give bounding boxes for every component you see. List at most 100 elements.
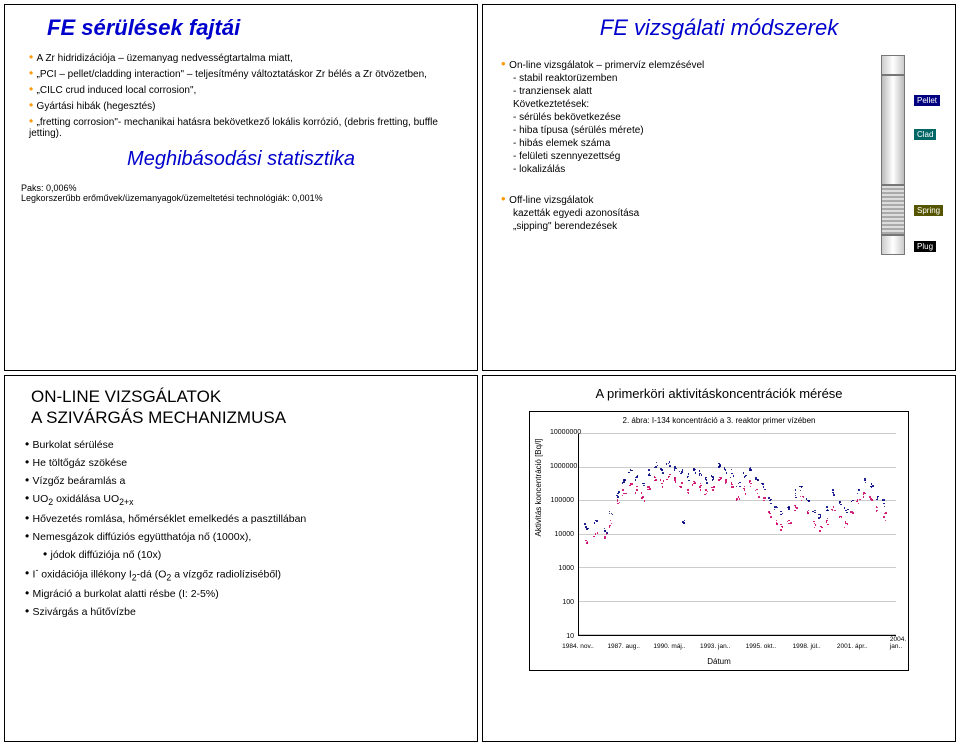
data-point bbox=[647, 489, 649, 491]
data-point bbox=[725, 469, 727, 471]
data-point bbox=[852, 512, 854, 514]
data-point bbox=[622, 489, 624, 491]
rod-label-plug: Plug bbox=[911, 241, 939, 252]
data-point bbox=[739, 486, 741, 488]
data-point bbox=[739, 482, 741, 484]
data-point bbox=[795, 497, 797, 499]
data-point bbox=[826, 506, 828, 508]
data-point bbox=[776, 520, 778, 522]
data-point bbox=[662, 472, 664, 474]
data-point bbox=[684, 520, 686, 522]
data-point bbox=[693, 468, 695, 470]
data-point bbox=[818, 514, 820, 516]
data-point bbox=[706, 482, 708, 484]
data-point bbox=[688, 480, 690, 482]
data-point bbox=[851, 501, 853, 503]
data-point bbox=[668, 463, 670, 465]
data-point bbox=[806, 498, 808, 500]
data-point bbox=[609, 526, 611, 528]
data-point bbox=[883, 499, 885, 501]
data-point bbox=[765, 497, 767, 499]
data-point bbox=[699, 470, 701, 472]
data-point bbox=[869, 496, 871, 498]
ytick: 100000 bbox=[550, 497, 574, 504]
rod-top-plug bbox=[881, 55, 905, 75]
data-point bbox=[704, 494, 706, 496]
rod-bottom-plug bbox=[881, 235, 905, 255]
data-point bbox=[604, 528, 606, 530]
data-point bbox=[699, 486, 701, 488]
data-point bbox=[871, 483, 873, 485]
data-point bbox=[883, 516, 885, 518]
chart-xlabel: Dátum bbox=[530, 657, 908, 666]
data-point bbox=[654, 480, 656, 482]
data-point bbox=[623, 481, 625, 483]
data-point bbox=[719, 479, 721, 481]
data-point bbox=[619, 502, 621, 504]
slide-fe-damage-types: FE sérülések fajtái A Zr hidridizációja … bbox=[4, 4, 478, 371]
data-point bbox=[635, 492, 637, 494]
s2-g1-0: - stabil reaktorüzemben bbox=[501, 72, 851, 85]
data-point bbox=[832, 489, 834, 491]
s2-g1top: On-line vizsgálatok – primervíz elemzésé… bbox=[501, 55, 851, 72]
s3-bullet-6: jódok diffúziója nő (10x) bbox=[25, 545, 465, 563]
data-point bbox=[744, 489, 746, 491]
data-point bbox=[815, 510, 817, 512]
data-point bbox=[635, 477, 637, 479]
slide1-title: FE sérülések fajtái bbox=[47, 15, 465, 41]
data-point bbox=[586, 542, 588, 544]
gridline bbox=[579, 467, 896, 468]
data-point bbox=[770, 503, 772, 505]
data-point bbox=[694, 482, 696, 484]
data-point bbox=[669, 465, 671, 467]
data-point bbox=[649, 475, 651, 477]
data-point bbox=[641, 492, 643, 494]
data-point bbox=[858, 503, 860, 505]
ytick: 10000 bbox=[550, 531, 574, 538]
xtick: 1987. aug.. bbox=[607, 643, 640, 650]
data-point bbox=[743, 488, 745, 490]
data-point bbox=[883, 503, 885, 505]
s3-bullet-2: Vízgőz beáramlás a bbox=[25, 471, 465, 489]
data-point bbox=[593, 536, 595, 538]
data-point bbox=[617, 503, 619, 505]
data-point bbox=[631, 470, 633, 472]
data-point bbox=[688, 473, 690, 475]
s2-g1-3: - sérülés bekövetkezése bbox=[501, 111, 851, 124]
chart-ylabel: Aktivitás koncentráció [Bq/l] bbox=[534, 439, 543, 537]
slide1-foot1: Paks: 0,006% bbox=[17, 183, 465, 193]
data-point bbox=[712, 489, 714, 491]
data-point bbox=[769, 513, 771, 515]
data-point bbox=[758, 496, 760, 498]
rod-pellet-region bbox=[881, 75, 905, 185]
s2-g1-1: - tranziensek alatt bbox=[501, 85, 851, 98]
data-point bbox=[763, 486, 765, 488]
data-point bbox=[655, 466, 657, 468]
data-point bbox=[749, 480, 751, 482]
slide3-title: ON-LINE VIZSGÁLATOK A SZIVÁRGÁS MECHANIZ… bbox=[31, 386, 465, 429]
s3-bullet-9: Szivárgás a hűtővízbe bbox=[25, 602, 465, 620]
data-point bbox=[635, 479, 637, 481]
data-point bbox=[859, 490, 861, 492]
rod-label-spring: Spring bbox=[911, 205, 946, 216]
data-point bbox=[863, 496, 865, 498]
data-point bbox=[625, 493, 627, 495]
data-point bbox=[731, 469, 733, 471]
gridline bbox=[579, 601, 896, 602]
data-point bbox=[675, 481, 677, 483]
s3-bullet-0: Burkolat sérülése bbox=[25, 435, 465, 453]
data-point bbox=[711, 487, 713, 489]
data-point bbox=[644, 500, 646, 502]
data-point bbox=[587, 528, 589, 530]
s2-g2-0: kazetták egyedi azonosítása bbox=[501, 207, 851, 220]
data-point bbox=[618, 491, 620, 493]
data-point bbox=[584, 523, 586, 525]
data-point bbox=[844, 507, 846, 509]
data-point bbox=[781, 526, 783, 528]
slide2-title: FE vizsgálati módszerek bbox=[495, 15, 943, 41]
data-point bbox=[827, 524, 829, 526]
data-point bbox=[682, 521, 684, 523]
data-point bbox=[780, 514, 782, 516]
data-point bbox=[725, 483, 727, 485]
data-point bbox=[885, 512, 887, 514]
